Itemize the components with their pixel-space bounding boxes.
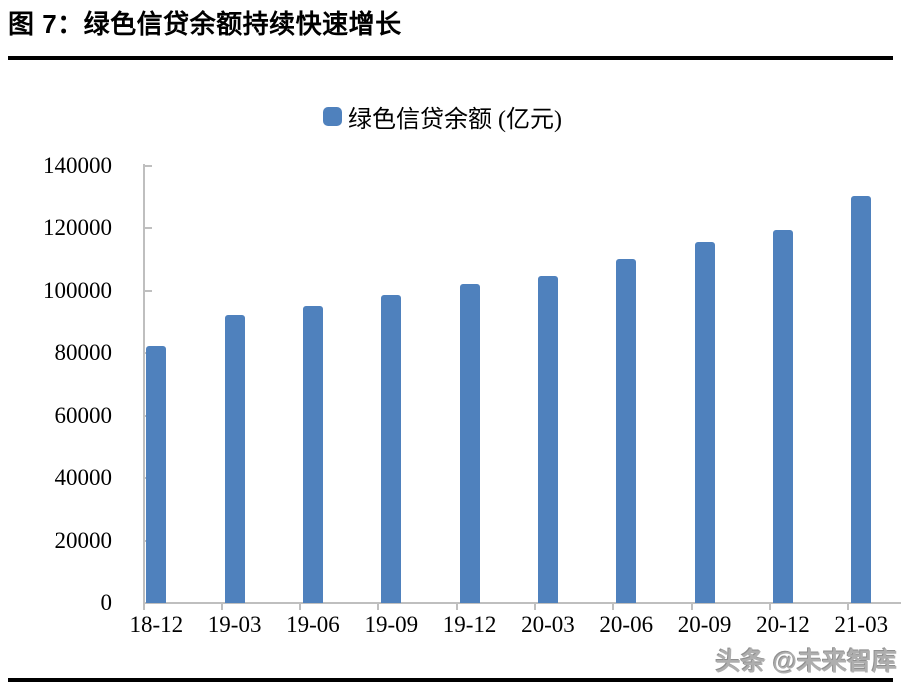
- x-axis-tick: [220, 604, 223, 610]
- legend-series-label: 绿色信贷余额 (亿元): [348, 107, 562, 133]
- x-axis-tick: [769, 604, 772, 610]
- y-axis-tick-label: 40000: [54, 465, 113, 491]
- x-axis-line: [142, 602, 901, 604]
- y-axis-tick-label: 60000: [54, 402, 113, 428]
- chart-legend: 绿色信贷余额 (亿元): [323, 99, 562, 134]
- x-axis-tick-label: 20-06: [599, 612, 654, 637]
- y-axis-tick-label: 120000: [43, 215, 112, 241]
- y-axis-tick: [144, 289, 152, 292]
- y-axis-tick-label: 140000: [43, 153, 112, 178]
- x-axis-tick-label: 20-12: [756, 612, 810, 637]
- bar-20-03: [537, 276, 558, 603]
- figure-title: 图 7：绿色信贷余额持续快速增长: [8, 9, 402, 39]
- legend-marker-icon: [323, 107, 342, 126]
- x-axis-tick: [299, 604, 302, 610]
- bar-20-09: [694, 242, 715, 603]
- x-axis-tick-label: 19-12: [442, 612, 497, 637]
- x-axis-tick-label: 20-09: [677, 612, 732, 637]
- y-axis-tick: [144, 165, 152, 167]
- y-axis-tick-label: 100000: [43, 277, 112, 303]
- y-axis-tick: [144, 602, 152, 604]
- bar-21-03: [851, 196, 872, 603]
- bar-19-09: [381, 295, 402, 603]
- bar-18-12: [146, 346, 167, 603]
- x-axis-tick-label: 20-03: [521, 612, 575, 637]
- bar-20-06: [616, 259, 637, 603]
- bar-19-12: [459, 283, 480, 603]
- y-axis-tick: [144, 227, 152, 230]
- watermark: 头条 @未来智库: [715, 648, 897, 676]
- x-axis-tick-label: 21-03: [834, 612, 889, 637]
- x-axis-tick: [377, 604, 380, 610]
- y-axis-line: [142, 164, 145, 609]
- bar-19-06: [302, 306, 323, 603]
- title-divider-rule: [8, 56, 893, 60]
- x-axis-tick-label: 19-09: [364, 612, 419, 637]
- x-axis-tick: [847, 604, 850, 610]
- x-axis-tick: [612, 604, 615, 610]
- x-axis-tick-label: 19-06: [286, 612, 340, 637]
- x-axis-tick: [690, 604, 693, 610]
- x-axis-tick: [455, 604, 458, 610]
- bar-20-12: [772, 229, 793, 603]
- x-axis-tick: [534, 604, 537, 610]
- x-axis-tick-label: 19-03: [207, 612, 262, 637]
- bar-19-03: [224, 314, 245, 603]
- y-axis-tick-label: 80000: [54, 340, 113, 366]
- x-axis-tick-label: 18-12: [129, 612, 184, 637]
- bottom-divider-rule: [8, 678, 893, 682]
- y-axis-tick-label: 20000: [54, 527, 113, 553]
- y-axis-tick-label: 0: [100, 590, 113, 615]
- x-axis-tick: [142, 604, 145, 610]
